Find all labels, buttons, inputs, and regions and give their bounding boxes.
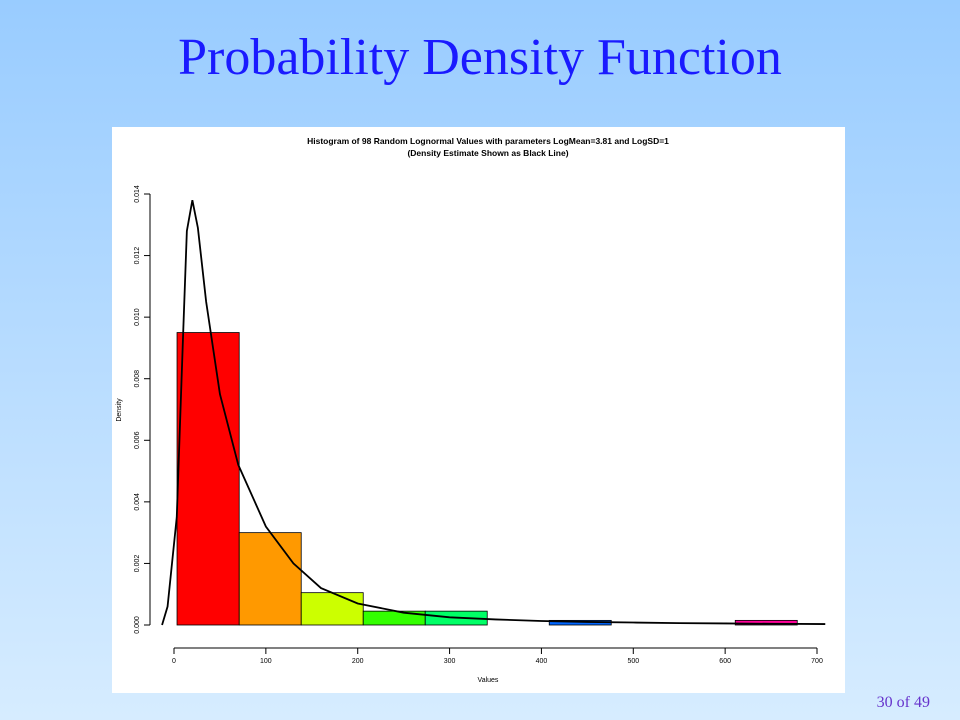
slide-title: Probability Density Function <box>178 29 782 86</box>
x-tick-label: 400 <box>536 658 548 665</box>
y-tick-label: 0.004 <box>134 493 141 511</box>
y-axis-label: Density <box>116 398 123 422</box>
bar <box>238 532 302 626</box>
bar <box>176 332 240 626</box>
y-tick-label: 0.002 <box>134 555 141 573</box>
y-tick-label: 0.006 <box>134 431 141 449</box>
density-line <box>161 199 826 626</box>
x-tick-label: 0 <box>172 658 176 665</box>
chart-subtitle: (Density Estimate Shown as Black Line) <box>407 148 568 158</box>
y-tick-label: 0.010 <box>134 308 141 326</box>
x-axis-label: Values <box>478 677 499 684</box>
x-tick-label: 300 <box>444 658 456 665</box>
y-tick-label: 0.014 <box>134 185 141 203</box>
y-tick-label: 0.008 <box>134 370 141 388</box>
x-tick-label: 600 <box>719 658 731 665</box>
page-number: 30 of 49 <box>876 694 930 711</box>
y-tick-label: 0.000 <box>134 616 141 634</box>
bar <box>300 592 364 626</box>
x-tick-label: 100 <box>260 658 272 665</box>
x-tick-label: 700 <box>811 658 823 665</box>
y-tick-label: 0.012 <box>134 247 141 265</box>
chart: Histogram of 98 Random Lognormal Values … <box>112 127 845 693</box>
chart-title: Histogram of 98 Random Lognormal Values … <box>307 136 669 146</box>
x-tick-label: 500 <box>627 658 639 665</box>
x-tick-label: 200 <box>352 658 364 665</box>
